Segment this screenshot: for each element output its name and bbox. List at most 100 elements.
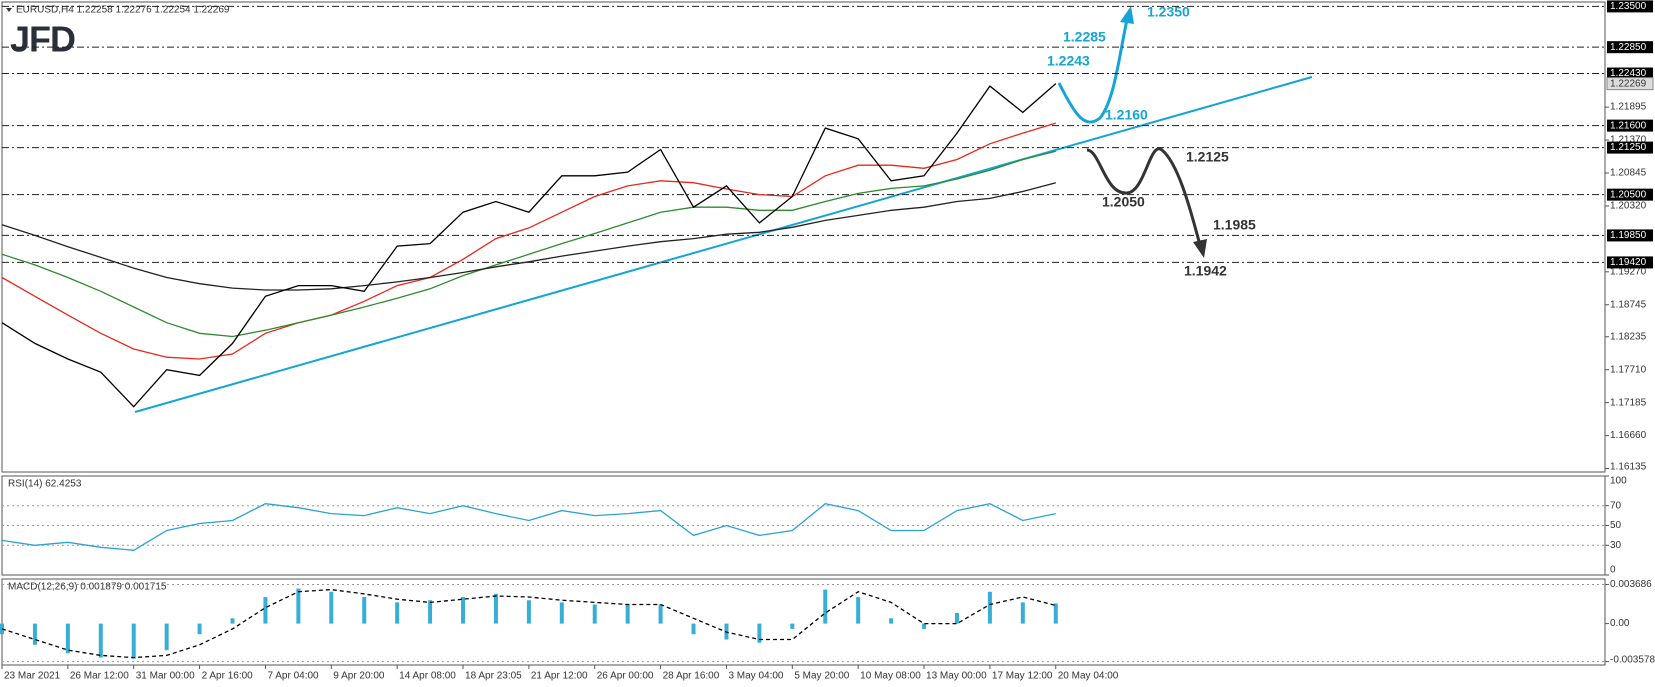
annotation: 1.2350 [1147,4,1190,20]
y-tick-label: 0.00 [1610,618,1630,629]
x-tick-label: 18 Apr 23:05 [465,671,522,682]
level-label: 1.21250 [1610,142,1647,153]
symbol-header: EURUSD,H4 1.22258 1.22276 1.22254 1.2226… [16,5,230,16]
histogram-bar [428,600,433,624]
level-label: 1.23500 [1610,1,1647,12]
y-tick-label: 1.17710 [1610,364,1647,375]
histogram-bar [559,602,564,624]
histogram-bar [954,612,959,624]
y-tick-label: 0 [1610,565,1616,576]
histogram-bar [658,604,663,624]
macd-title: MACD(12,26,9) 0.001879 0.001715 [8,582,167,593]
price-panel [1,1,1606,473]
y-tick-label: 1.21370 [1610,135,1647,146]
macd-panel [1,578,1606,666]
histogram-bar [889,618,894,624]
histogram-bar [592,604,597,624]
y-tick-label: 1.17185 [1610,397,1647,408]
series-line [1,83,1057,408]
level-box [1607,141,1653,154]
histogram-bar [1053,603,1058,624]
histogram-bar [98,623,103,658]
histogram-bar [197,623,202,635]
logo: JFD [10,19,75,60]
y-tick-label: 50 [1610,520,1622,531]
y-tick-label: 1.20320 [1610,201,1647,212]
histogram-bar [164,623,169,651]
annotation: 1.1942 [1184,263,1227,279]
bearish-path [1086,147,1202,246]
y-tick-label: 1.16660 [1610,430,1647,441]
annotation: 1.1985 [1213,217,1256,233]
bearish-arrow-head [1193,239,1207,258]
y-tick-label: 1.16135 [1610,462,1647,473]
y-tick-label: 1.18235 [1610,331,1647,342]
histogram-bar [625,604,630,624]
level-label: 1.20500 [1610,189,1647,200]
level-box [1607,67,1653,80]
x-tick-label: 13 May 00:00 [926,671,987,682]
histogram-bar [1020,602,1025,624]
y-tick-label: 1.20845 [1610,168,1647,179]
y-tick-label: -0.003578 [1610,655,1655,666]
series-line [1,588,1056,659]
annotation: 1.2050 [1102,194,1145,210]
histogram-bar [823,589,828,624]
last-price-label: 1.22269 [1610,78,1647,89]
y-tick-label: 70 [1610,500,1622,511]
histogram-bar [362,597,367,624]
histogram-bar [987,591,992,624]
series-line [1,503,1056,551]
x-tick-label: 2 Apr 16:00 [202,671,254,682]
x-tick-label: 5 May 20:00 [794,671,849,682]
level-box [1607,41,1653,54]
x-tick-label: 23 Mar 2021 [4,671,61,682]
histogram-bar [790,623,795,629]
histogram-bar [395,602,400,624]
menu-triangle [6,8,12,12]
level-box [1607,188,1653,201]
level-box [1607,229,1653,242]
histogram-bar [230,618,235,624]
histogram-bar [691,623,696,635]
trend-line [134,76,1313,413]
level-label: 1.19850 [1610,230,1647,241]
x-tick-label: 20 May 04:00 [1058,671,1119,682]
histogram-bar [856,597,861,624]
bullish-arrow-head [1120,6,1134,24]
x-tick-label: 31 Mar 00:00 [136,671,195,682]
x-tick-label: 14 Apr 08:00 [399,671,456,682]
series-line [1,182,1056,291]
histogram-bar [329,591,334,624]
histogram-bar [131,623,136,659]
x-tick-label: 21 Apr 12:00 [531,671,588,682]
series-line [1,122,1056,360]
y-tick-label: 1.21895 [1610,102,1647,113]
x-tick-label: 26 Apr 00:00 [597,671,654,682]
annotation: 1.2160 [1105,107,1148,123]
bullish-path [1057,19,1129,124]
histogram-bar [32,623,37,645]
series-line [1,150,1056,338]
histogram-bar [757,623,762,643]
rsi-title: RSI(14) 62.4253 [8,479,82,490]
histogram-bar [922,623,927,629]
y-tick-label: 30 [1610,540,1622,551]
y-tick-label: 1.18745 [1610,299,1647,310]
level-label: 1.21600 [1610,120,1647,131]
level-box [1607,0,1653,13]
level-box [1607,119,1653,132]
level-label: 1.19420 [1610,257,1647,268]
level-label: 1.22850 [1610,42,1647,53]
annotation: 1.2285 [1063,29,1106,45]
histogram-bar [296,588,301,624]
x-tick-label: 26 Mar 12:00 [70,671,129,682]
x-tick-label: 17 May 12:00 [992,671,1053,682]
level-label: 1.22430 [1610,68,1647,79]
histogram-bar [493,593,498,624]
last-price-box [1606,77,1654,91]
y-tick-label: 100 [1610,476,1627,487]
histogram-bar [65,623,70,654]
x-tick-label: 10 May 08:00 [860,671,921,682]
